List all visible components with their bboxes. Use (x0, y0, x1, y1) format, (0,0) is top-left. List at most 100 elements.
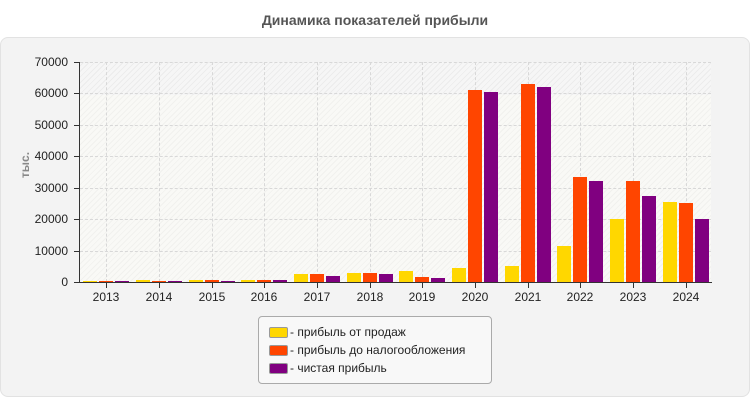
x-tick-label: 2018 (356, 290, 384, 304)
h-grid-line (80, 62, 711, 63)
x-tick-label: 2016 (250, 290, 278, 304)
x-tick-label: 2023 (619, 290, 647, 304)
v-grid-line (106, 62, 107, 282)
bar-net-2015[interactable] (221, 281, 235, 282)
bar-net-2024[interactable] (695, 219, 709, 282)
y-tick (74, 93, 79, 94)
v-grid-line (212, 62, 213, 282)
bar-pretax-2017[interactable] (310, 274, 324, 282)
y-axis (79, 62, 80, 283)
bar-pretax-2024[interactable] (679, 203, 693, 282)
y-tick-label: 50000 (34, 118, 68, 132)
y-axis-title: тыс. (18, 151, 32, 179)
h-grid-line (80, 188, 711, 189)
y-tick (74, 282, 79, 283)
bar-pretax-2015[interactable] (205, 280, 219, 282)
x-tick-label: 2022 (566, 290, 594, 304)
bar-sales-2017[interactable] (294, 274, 308, 282)
bar-sales-2022[interactable] (557, 246, 571, 282)
bar-pretax-2014[interactable] (152, 281, 166, 282)
legend-item-pretax-profit[interactable]: - прибыль до налогообложения (269, 343, 465, 359)
bar-sales-2015[interactable] (189, 280, 203, 282)
bar-sales-2024[interactable] (663, 202, 677, 282)
y-tick (74, 219, 79, 220)
plot-top-band (79, 62, 711, 95)
x-axis (79, 282, 712, 283)
legend: - прибыль от продаж - прибыль до налогоо… (258, 316, 492, 384)
v-grid-line (317, 62, 318, 282)
y-tick-label: 30000 (34, 181, 68, 195)
x-tick-label: 2021 (514, 290, 542, 304)
y-tick (74, 156, 79, 157)
v-grid-line (580, 62, 581, 282)
legend-label: - прибыль до налогообложения (290, 343, 466, 357)
legend-label: - чистая прибыль (290, 361, 387, 375)
bar-net-2019[interactable] (431, 278, 445, 282)
bar-pretax-2018[interactable] (363, 273, 377, 282)
h-grid-line (80, 156, 711, 157)
x-tick (422, 283, 423, 288)
legend-item-sales-profit[interactable]: - прибыль от продаж (269, 325, 406, 341)
legend-item-net-profit[interactable]: - чистая прибыль (269, 361, 387, 377)
legend-swatch-pretax (269, 345, 288, 357)
x-tick-label: 2017 (303, 290, 331, 304)
h-grid-line (80, 219, 711, 220)
v-grid-line (686, 62, 687, 282)
bar-pretax-2020[interactable] (468, 90, 482, 282)
bar-net-2014[interactable] (168, 281, 182, 282)
v-grid-line (422, 62, 423, 282)
y-tick (74, 62, 79, 63)
bar-pretax-2013[interactable] (99, 281, 113, 282)
h-grid-line (80, 251, 711, 252)
bar-net-2017[interactable] (326, 276, 340, 282)
bar-sales-2016[interactable] (241, 280, 255, 282)
v-grid-line (264, 62, 265, 282)
legend-label: - прибыль от продаж (290, 325, 406, 339)
bar-pretax-2023[interactable] (626, 181, 640, 282)
bar-net-2013[interactable] (115, 281, 129, 282)
y-tick (74, 188, 79, 189)
x-tick (580, 283, 581, 288)
y-tick (74, 125, 79, 126)
x-tick (633, 283, 634, 288)
y-tick-label: 0 (61, 275, 68, 289)
h-grid-line (80, 93, 711, 94)
x-tick (528, 283, 529, 288)
x-tick-label: 2013 (92, 290, 120, 304)
y-tick-label: 70000 (34, 55, 68, 69)
v-grid-line (370, 62, 371, 282)
x-tick-label: 2019 (408, 290, 436, 304)
bar-pretax-2016[interactable] (257, 280, 271, 282)
y-tick (74, 251, 79, 252)
bar-net-2016[interactable] (273, 280, 287, 282)
legend-swatch-sales (269, 327, 288, 339)
bar-pretax-2019[interactable] (415, 277, 429, 282)
x-tick (370, 283, 371, 288)
y-tick-label: 40000 (34, 149, 68, 163)
x-tick (106, 283, 107, 288)
bar-sales-2014[interactable] (136, 280, 150, 282)
bar-sales-2021[interactable] (505, 266, 519, 282)
bar-net-2020[interactable] (484, 92, 498, 282)
bar-net-2022[interactable] (589, 181, 603, 282)
x-tick (686, 283, 687, 288)
bar-net-2021[interactable] (537, 87, 551, 282)
bar-net-2023[interactable] (642, 196, 656, 282)
legend-swatch-net (269, 363, 288, 375)
x-tick (264, 283, 265, 288)
x-tick (317, 283, 318, 288)
bar-sales-2019[interactable] (399, 271, 413, 282)
y-tick-label: 10000 (34, 244, 68, 258)
x-tick-label: 2024 (672, 290, 700, 304)
bar-pretax-2021[interactable] (521, 84, 535, 282)
bar-net-2018[interactable] (379, 274, 393, 282)
bar-pretax-2022[interactable] (573, 177, 587, 282)
bar-sales-2018[interactable] (347, 273, 361, 282)
bar-sales-2023[interactable] (610, 219, 624, 282)
v-grid-line (159, 62, 160, 282)
bar-sales-2020[interactable] (452, 268, 466, 282)
x-tick-label: 2020 (461, 290, 489, 304)
bar-sales-2013[interactable] (83, 281, 97, 282)
plot-area (79, 62, 711, 282)
x-tick (212, 283, 213, 288)
